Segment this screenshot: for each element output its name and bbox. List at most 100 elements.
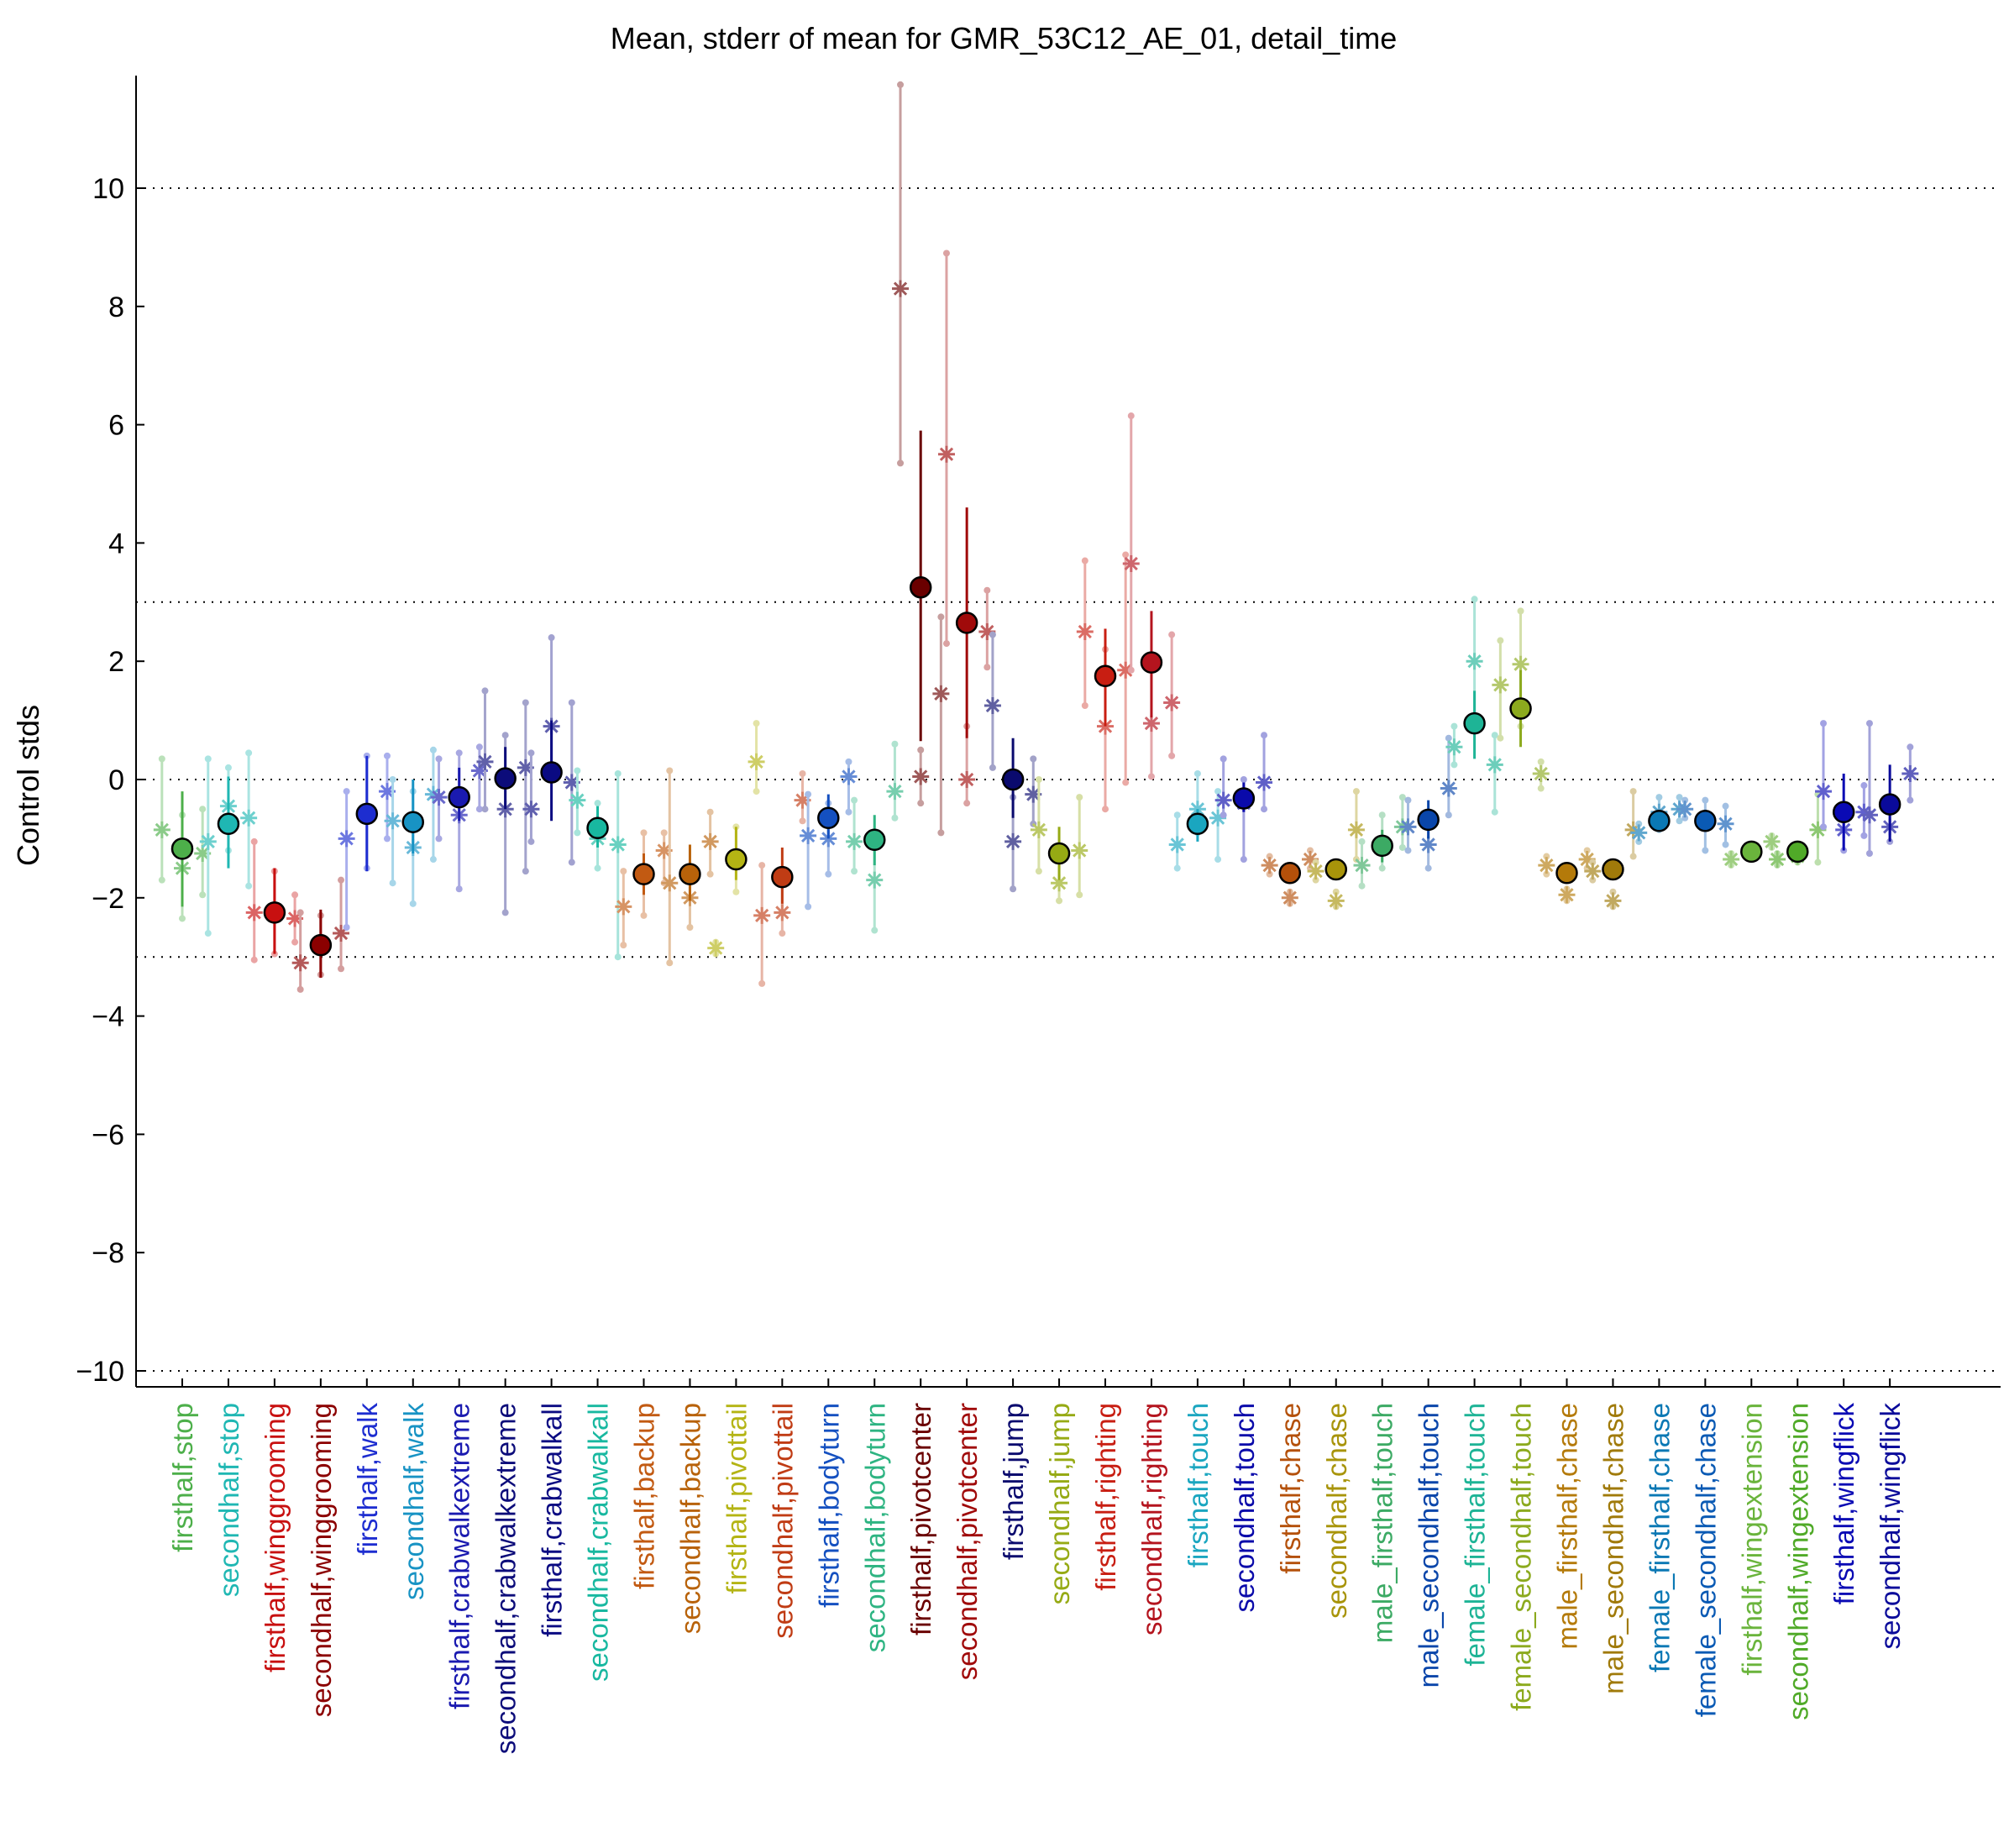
category-label: secondhalf,crabwalkextreme [490,1403,522,1754]
sample-error-end [1220,755,1227,763]
sample-error-end [501,732,509,739]
sample-error-end [851,868,858,875]
sample-error-end [1676,794,1683,801]
category-label: firsthalf,pivottail [721,1403,752,1593]
sample-error-end [568,699,575,706]
axes [135,76,2001,1388]
y-tick-label: 0 [108,764,124,796]
sample-error-end [1404,796,1412,804]
sample-star-marker [978,623,996,640]
category-label: firsthalf,walk [352,1403,383,1556]
category-label: firsthalf,chase [1275,1403,1306,1574]
sample-error-end [706,870,714,878]
sample-star-marker [1347,821,1365,838]
sample-error-end [527,837,535,845]
category-label: firsthalf,wingflick [1828,1403,1860,1605]
sample-star-marker [1466,653,1483,670]
sample-error-end [475,743,483,751]
sample-star-marker [655,842,673,859]
sample-error-end [527,749,535,757]
sample-error-end [891,814,899,822]
sample-star-marker [753,906,771,924]
sample-star-marker [1281,889,1298,906]
category-label: firsthalf,jump [998,1403,1029,1560]
sample-star-marker [470,762,488,780]
sample-error-end [620,942,627,949]
sample-error-end [409,900,417,907]
category-label: secondhalf,bodyturn [859,1403,890,1652]
sample-error-end [1035,776,1042,783]
sample-error-end [1676,817,1683,825]
sample-error-end [224,764,232,771]
sample-error-end [845,808,852,816]
sample-error-end [917,746,925,753]
sample-error-end [825,870,832,878]
category-label: firsthalf,stop [167,1403,198,1552]
sample-star-marker [1004,832,1022,850]
sample-error-end [435,755,443,763]
x-tick-labels: firsthalf,stop secondhalf,stop firsthalf,w… [167,1378,1906,1754]
sample-star-marker [1855,803,1873,821]
mean-marker [863,828,886,852]
mean-marker [494,767,517,790]
sample-star-marker [194,845,212,862]
sample-error-end [1702,796,1709,804]
mean-marker [1878,793,1901,816]
sample-star-marker [774,904,791,921]
sample-error-end [475,806,483,813]
sample-error-end [204,755,212,763]
sample-error-end [1173,811,1181,819]
sample-error-end [1702,847,1709,854]
sample-star-marker [661,874,679,892]
sample-error-end [917,800,925,807]
sample-star-marker [1301,851,1319,869]
sample-error-end [1497,637,1504,644]
sample-star-marker [1214,791,1232,809]
y-tick-label: −2 [92,883,124,915]
mean-marker [955,612,978,634]
sample-error-end [501,909,509,916]
mean-marker [586,816,609,839]
sample-error-end [660,829,668,837]
sample-error-end [1266,870,1273,878]
sample-error-end [686,924,694,931]
sample-star-marker [1025,785,1042,803]
sample-error-end [1543,853,1550,860]
sample-error-end [732,888,740,895]
category-label: secondhalf,stop [213,1403,244,1597]
sample-star-marker [1492,676,1509,694]
sample-error-end [296,985,304,993]
sample-error-end [1635,820,1643,827]
sample-star-marker [794,791,811,809]
sample-star-marker [984,697,1001,714]
sample-error-end [1168,752,1176,759]
y-axis-label: Control stds [11,705,45,866]
sample-error-end [871,927,879,934]
sample-error-end [522,868,529,875]
sample-error-end [158,876,165,884]
sample-error-end [1450,722,1458,730]
category-label: secondhalf,wingflick [1875,1403,1906,1650]
sample-error-end [199,806,207,813]
sample-star-marker [517,759,534,776]
category-label: secondhalf,touch [1229,1403,1260,1613]
sample-star-marker [1538,857,1555,874]
sample-star-marker [1578,851,1596,869]
category-label: firsthalf,touch [1183,1403,1214,1567]
sample-star-marker [1815,783,1833,801]
sample-error-end [1214,788,1222,795]
mean-marker [909,575,932,599]
sample-star-marker [1676,801,1694,818]
sample-error-end [1860,832,1868,839]
sample-error-end [1722,802,1729,810]
mean-marker [1371,834,1393,858]
sample-star-marker [1604,892,1622,910]
sample-error-end [1471,596,1478,603]
sample-error-end [429,856,437,864]
category-label: firsthalf,crabwalkall [537,1403,568,1637]
sample-star-marker [747,753,765,770]
category-label: secondhalf,backup [674,1403,706,1634]
sample-error-end [1537,758,1545,765]
sample-error-end [799,817,806,825]
category-label: female_secondhalf,chase [1690,1403,1721,1717]
